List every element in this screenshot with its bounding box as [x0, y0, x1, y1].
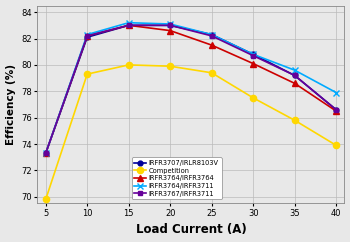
- IRFR3767/IRFR3711: [85, 34, 89, 37]
- IRFR3764/IRFR3711: [334, 91, 338, 94]
- IRFR3707/IRLR8103V: [210, 33, 214, 36]
- IRFR3707/IRLR8103V: [334, 108, 338, 111]
- Line: Competition: Competition: [43, 62, 339, 203]
- Line: IRFR3764/IRFR3764: IRFR3764/IRFR3764: [43, 23, 339, 156]
- IRFR3707/IRLR8103V: [127, 24, 131, 27]
- Competition: [127, 63, 131, 66]
- X-axis label: Load Current (A): Load Current (A): [135, 223, 246, 236]
- IRFR3764/IRFR3711: [293, 69, 297, 72]
- IRFR3767/IRFR3711: [251, 54, 255, 57]
- IRFR3764/IRFR3711: [168, 23, 172, 25]
- Competition: [85, 73, 89, 76]
- IRFR3764/IRFR3764: [85, 34, 89, 37]
- IRFR3764/IRFR3711: [210, 33, 214, 36]
- Competition: [210, 71, 214, 74]
- IRFR3764/IRFR3764: [334, 110, 338, 113]
- Competition: [293, 119, 297, 122]
- Line: IRFR3707/IRLR8103V: IRFR3707/IRLR8103V: [43, 23, 338, 156]
- Y-axis label: Efficiency (%): Efficiency (%): [6, 64, 15, 145]
- IRFR3707/IRLR8103V: [251, 53, 255, 56]
- Line: IRFR3767/IRFR3711: IRFR3767/IRFR3711: [44, 23, 338, 155]
- IRFR3764/IRFR3711: [85, 33, 89, 36]
- IRFR3707/IRLR8103V: [168, 24, 172, 27]
- IRFR3707/IRLR8103V: [44, 152, 48, 155]
- IRFR3764/IRFR3764: [293, 82, 297, 85]
- Competition: [334, 144, 338, 147]
- IRFR3707/IRLR8103V: [293, 74, 297, 77]
- IRFR3767/IRFR3711: [168, 24, 172, 27]
- Competition: [168, 65, 172, 68]
- IRFR3767/IRFR3711: [127, 24, 131, 27]
- Competition: [44, 198, 48, 201]
- Legend: IRFR3707/IRLR8103V, Competition, IRFR3764/IRFR3764, IRFR3764/IRFR3711, IRFR3767/: IRFR3707/IRLR8103V, Competition, IRFR376…: [132, 157, 222, 199]
- IRFR3764/IRFR3764: [210, 44, 214, 46]
- IRFR3707/IRLR8103V: [85, 36, 89, 39]
- IRFR3764/IRFR3764: [251, 62, 255, 65]
- IRFR3764/IRFR3764: [168, 29, 172, 32]
- IRFR3767/IRFR3711: [293, 74, 297, 77]
- IRFR3767/IRFR3711: [210, 34, 214, 37]
- IRFR3764/IRFR3764: [44, 152, 48, 155]
- IRFR3767/IRFR3711: [44, 152, 48, 155]
- IRFR3764/IRFR3711: [251, 53, 255, 56]
- IRFR3764/IRFR3711: [127, 21, 131, 24]
- IRFR3764/IRFR3764: [127, 24, 131, 27]
- Line: IRFR3764/IRFR3711: IRFR3764/IRFR3711: [42, 19, 340, 157]
- IRFR3767/IRFR3711: [334, 108, 338, 111]
- Competition: [251, 96, 255, 99]
- IRFR3764/IRFR3711: [44, 152, 48, 155]
